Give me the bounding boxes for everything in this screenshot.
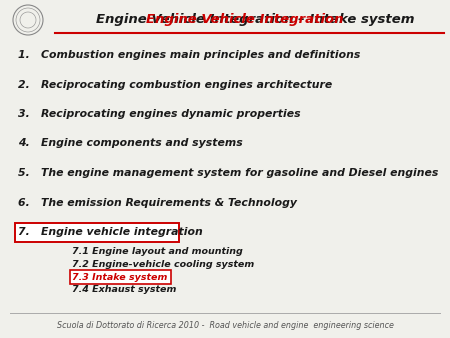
Text: 7.3 Intake system: 7.3 Intake system	[72, 272, 167, 282]
Text: 7.2 Engine-vehicle cooling system: 7.2 Engine-vehicle cooling system	[72, 260, 254, 269]
FancyBboxPatch shape	[69, 270, 171, 284]
Text: 7.1 Engine layout and mounting: 7.1 Engine layout and mounting	[72, 247, 243, 257]
Text: 6.   The emission Requirements & Technology: 6. The emission Requirements & Technolog…	[18, 197, 297, 208]
Text: 2.   Reciprocating combustion engines architecture: 2. Reciprocating combustion engines arch…	[18, 79, 332, 90]
Text: 4.   Engine components and systems: 4. Engine components and systems	[18, 139, 243, 148]
Text: Scuola di Dottorato di Ricerca 2010 -  Road vehicle and engine  engineering scie: Scuola di Dottorato di Ricerca 2010 - Ro…	[57, 320, 393, 330]
Text: Engine Vehicle Integration – Intake system: Engine Vehicle Integration – Intake syst…	[96, 13, 414, 25]
FancyBboxPatch shape	[14, 222, 179, 241]
Text: Engine Vehicle Integration: Engine Vehicle Integration	[146, 13, 343, 25]
Text: 5.   The engine management system for gasoline and Diesel engines: 5. The engine management system for gaso…	[18, 168, 438, 178]
Text: 1.   Combustion engines main principles and definitions: 1. Combustion engines main principles an…	[18, 50, 360, 60]
Text: 7.   Engine vehicle integration: 7. Engine vehicle integration	[18, 227, 203, 237]
Text: 3.   Reciprocating engines dynamic properties: 3. Reciprocating engines dynamic propert…	[18, 109, 301, 119]
Text: 7.4 Exhaust system: 7.4 Exhaust system	[72, 285, 176, 294]
